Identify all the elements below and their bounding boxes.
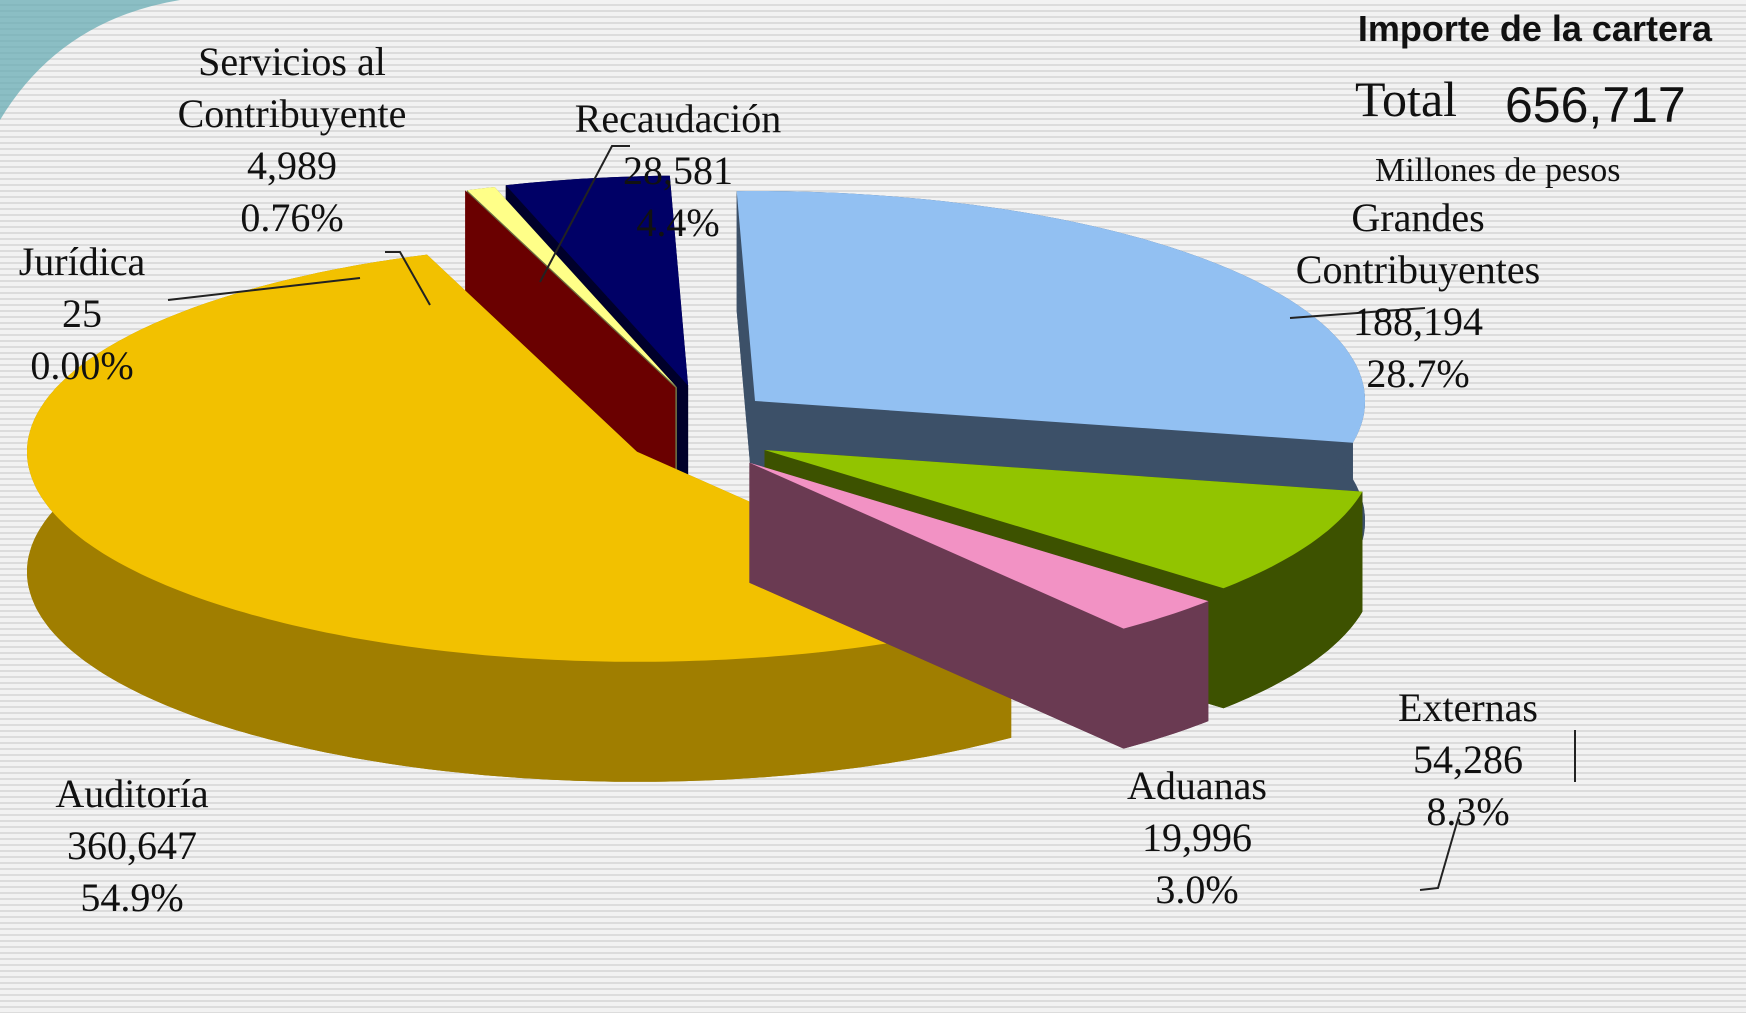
leader-line — [1419, 811, 1461, 891]
category-label: Grandes Contribuyentes — [1295, 195, 1541, 292]
value-label: 25 — [62, 291, 102, 336]
category-label: Externas — [1398, 685, 1538, 730]
slice-wall — [465, 190, 676, 508]
value-label: 19,996 — [1142, 815, 1252, 860]
percent-label: 0.76% — [240, 195, 344, 240]
total-label: Total — [1355, 71, 1458, 127]
slice-label: Jurídica 25 0.00% — [0, 236, 182, 392]
slice-label: Auditoría 360,647 54.9% — [2, 768, 262, 924]
leader-line — [167, 277, 361, 301]
leader-line — [539, 145, 630, 283]
slice — [764, 450, 1363, 589]
slice-rim — [1123, 601, 1209, 749]
corner-decoration — [0, 0, 180, 120]
total-value: 656,717 — [1505, 77, 1686, 133]
leader-line — [385, 251, 431, 306]
chart-title: Importe de la cartera — [1357, 8, 1712, 49]
slice-label: Externas 54,286 8.3% — [1338, 682, 1598, 838]
value-label: 54,286 — [1413, 737, 1523, 782]
category-label: Auditoría — [55, 771, 209, 816]
category-label: Jurídica — [18, 239, 146, 284]
leader-lines — [167, 145, 1576, 891]
category-label: Recaudación — [574, 96, 782, 141]
slice — [505, 175, 689, 386]
slice — [465, 190, 676, 388]
slice-label: Grandes Contribuyentes 188,194 28.7% — [1268, 192, 1568, 400]
slice-wall — [749, 462, 1124, 749]
percent-label: 28.7% — [1366, 351, 1470, 396]
value-label: 360,647 — [67, 823, 197, 868]
slice-label: Aduanas 19,996 3.0% — [1067, 760, 1327, 916]
category-label: Servicios al Contribuyente — [177, 39, 407, 136]
percent-label: 0.00% — [30, 343, 134, 388]
percent-label: 4.4% — [636, 200, 720, 245]
slice-rim — [1223, 491, 1363, 709]
slice — [736, 191, 1365, 443]
value-label: 188,194 — [1353, 299, 1483, 344]
value-label: 4,989 — [247, 143, 337, 188]
percent-label: 3.0% — [1155, 867, 1239, 912]
slices — [27, 175, 1365, 782]
slice — [749, 462, 1209, 629]
slice — [467, 187, 677, 388]
unit: Millones de pesos — [1375, 152, 1621, 189]
leader-line — [1289, 307, 1426, 319]
percent-label: 8.3% — [1426, 789, 1510, 834]
percent-label: 54.9% — [80, 875, 184, 920]
value-label: 28,581 — [623, 148, 733, 193]
slice-label: Servicios al Contribuyente 4,989 0.76% — [152, 36, 432, 244]
slice-label: Recaudación 28,581 4.4% — [548, 93, 808, 249]
category-label: Aduanas — [1127, 763, 1267, 808]
